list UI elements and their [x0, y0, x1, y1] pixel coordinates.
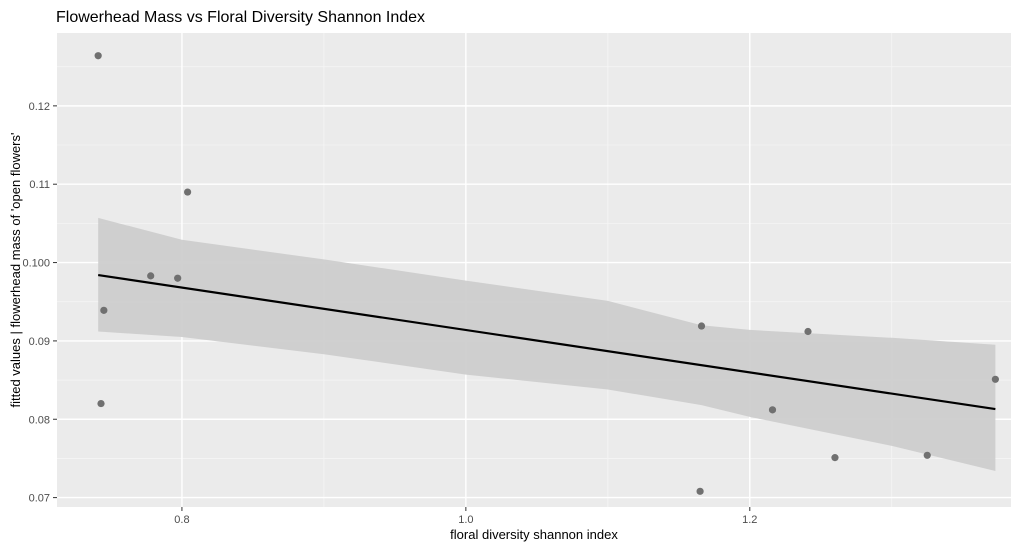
y-tick-label: 0.12 — [29, 101, 50, 113]
data-point — [696, 487, 704, 495]
regression-line — [98, 274, 996, 411]
y-tick-label: 0.11 — [29, 179, 50, 191]
y-tick-label: 0.100 — [22, 258, 50, 270]
data-point — [768, 406, 777, 414]
y-axis-title: fitted values | flowerhead mass of 'open… — [8, 133, 23, 408]
data-point — [94, 52, 102, 60]
data-point — [697, 322, 706, 330]
x-axis-ticks: 0.8 1.0 1.2 — [174, 507, 757, 526]
data-point — [184, 188, 192, 196]
fit-line-layer — [98, 274, 996, 411]
data-point — [923, 451, 931, 459]
x-tick-label: 1.2 — [742, 514, 757, 526]
data-point — [100, 306, 108, 314]
data-point — [174, 274, 182, 282]
data-point — [97, 399, 105, 408]
points-layer — [94, 52, 999, 495]
y-tick-label: 0.08 — [29, 414, 50, 426]
data-point — [831, 454, 839, 462]
x-axis-title: floral diversity shannon index — [450, 527, 618, 542]
y-tick-label: 0.09 — [29, 336, 50, 348]
x-tick-label: 0.8 — [174, 514, 189, 526]
y-tick-label: 0.07 — [29, 493, 50, 505]
data-point — [991, 375, 999, 383]
x-tick-label: 1.0 — [458, 514, 473, 526]
y-axis-ticks: 0.07 0.08 0.09 0.100 0.11 0.12 — [22, 101, 57, 505]
chart-title: Flowerhead Mass vs Floral Diversity Shan… — [56, 9, 425, 26]
data-point — [147, 272, 155, 280]
data-point — [804, 327, 812, 336]
